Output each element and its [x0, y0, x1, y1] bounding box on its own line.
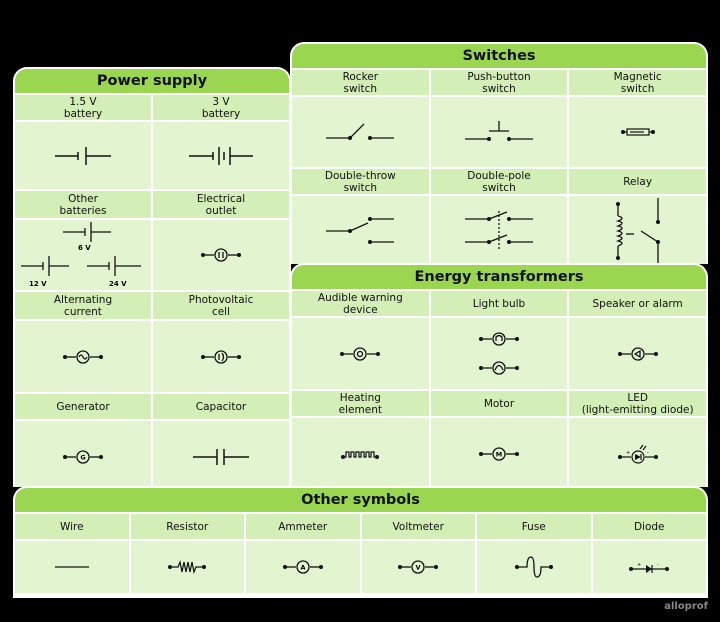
label-double-pole-switch: Double-pole switch — [430, 169, 568, 194]
push-button-switch-icon — [430, 97, 568, 167]
svg-text:A: A — [300, 564, 305, 572]
label-speaker-alarm: Speaker or alarm — [569, 291, 706, 316]
switches-title: Switches — [292, 44, 706, 68]
label-resistor: Resistor — [130, 514, 244, 539]
label-fuse: Fuse — [477, 514, 591, 539]
energy-transformers-title: Energy transformers — [292, 265, 706, 289]
svg-text:24 V: 24 V — [109, 280, 127, 288]
label-motor: Motor — [430, 391, 568, 416]
label-diode: Diode — [592, 514, 706, 539]
other-batteries-icon: 6 V 12 V 24 V — [15, 220, 151, 290]
label-other-batteries: Other batteries — [15, 191, 151, 218]
capacitor-icon — [153, 421, 289, 487]
double-pole-switch-icon — [430, 196, 568, 264]
label-led: LED (light-emitting diode) — [569, 391, 706, 416]
label-light-bulb: Light bulb — [430, 291, 568, 316]
label-magnetic-switch: Magnetic switch — [569, 70, 706, 95]
power-supply-title: Power supply — [15, 69, 289, 93]
svg-text:-: - — [647, 450, 649, 456]
magnetic-switch-icon — [569, 97, 706, 167]
label-rocker-switch: Rocker switch — [292, 70, 429, 95]
speaker-alarm-icon — [569, 318, 706, 389]
label-1-5v-battery: 1.5 V battery — [15, 95, 151, 120]
label-relay: Relay — [569, 169, 706, 194]
energy-transformers-panel: Energy transformers Audible warning devi… — [290, 263, 708, 487]
svg-text:6 V: 6 V — [78, 244, 91, 252]
photovoltaic-cell-icon — [153, 321, 289, 392]
battery-1-5v-icon — [15, 122, 151, 189]
switches-panel: Switches Rocker switch Push-button switc… — [290, 42, 708, 264]
audible-warning-device-icon — [292, 318, 429, 389]
motor-icon: M — [430, 418, 568, 487]
diode-icon: + - — [592, 541, 706, 593]
power-supply-panel: Power supply 1.5 V battery 3 V battery O… — [13, 67, 291, 487]
generator-icon: G — [15, 421, 151, 487]
label-audible-warning-device: Audible warning device — [292, 291, 429, 316]
watermark-logo: alloprof — [664, 601, 708, 612]
resistor-icon — [130, 541, 244, 593]
led-icon: + - — [569, 418, 706, 487]
svg-text:+: + — [626, 450, 630, 456]
voltmeter-icon: V — [361, 541, 475, 593]
light-bulb-icon — [430, 318, 568, 389]
ammeter-icon: A — [246, 541, 360, 593]
label-push-button-switch: Push-button switch — [430, 70, 568, 95]
electrical-outlet-icon — [153, 220, 289, 290]
heating-element-icon — [292, 418, 429, 487]
label-electrical-outlet: Electrical outlet — [153, 191, 289, 218]
svg-text:12 V: 12 V — [29, 280, 47, 288]
label-heating-element: Heating element — [292, 391, 429, 416]
relay-icon — [569, 196, 706, 264]
label-3v-battery: 3 V battery — [153, 95, 289, 120]
label-double-throw-switch: Double-throw switch — [292, 169, 429, 194]
label-voltmeter: Voltmeter — [361, 514, 475, 539]
fuse-icon — [477, 541, 591, 593]
svg-text:G: G — [80, 454, 85, 462]
double-throw-switch-icon — [292, 196, 429, 264]
alternating-current-icon — [15, 321, 151, 392]
label-generator: Generator — [15, 394, 151, 419]
label-capacitor: Capacitor — [153, 394, 289, 419]
svg-text:-: - — [657, 562, 659, 568]
label-ammeter: Ammeter — [246, 514, 360, 539]
other-symbols-panel: Other symbols Wire Resistor Ammeter Volt… — [13, 486, 708, 598]
wire-icon — [15, 541, 129, 593]
label-wire: Wire — [15, 514, 129, 539]
other-symbols-title: Other symbols — [15, 488, 706, 512]
rocker-switch-icon — [292, 97, 429, 167]
label-photovoltaic-cell: Photovoltaic cell — [153, 292, 289, 319]
svg-text:M: M — [496, 451, 502, 459]
label-alternating-current: Alternating current — [15, 292, 151, 319]
svg-text:V: V — [416, 564, 421, 572]
battery-3v-icon — [153, 122, 289, 189]
svg-text:+: + — [637, 562, 641, 568]
